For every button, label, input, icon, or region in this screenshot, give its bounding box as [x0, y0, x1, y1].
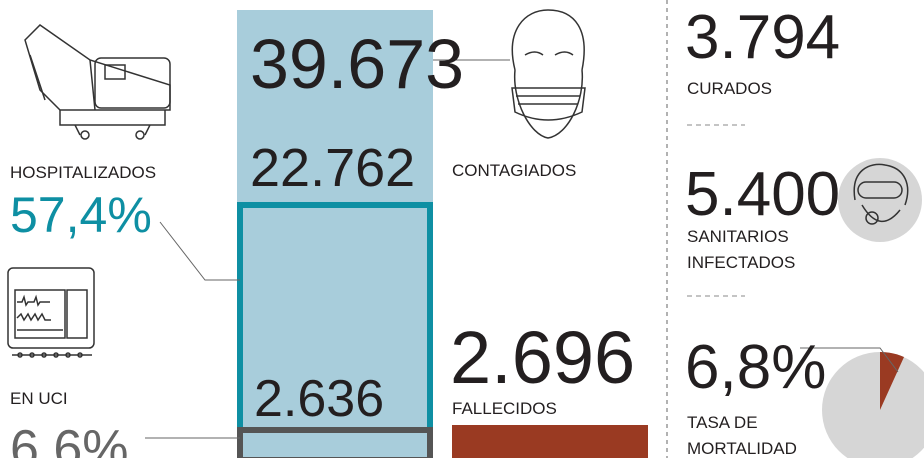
label: MORTALIDAD — [687, 439, 797, 458]
connector — [800, 347, 899, 373]
label: HOSPITALIZADOS — [10, 163, 156, 182]
connector — [159, 221, 240, 281]
label: SANITARIOS — [687, 227, 789, 246]
number: 5.400 — [685, 160, 840, 229]
label: FALLECIDOS — [452, 399, 557, 418]
face-mask-icon — [511, 9, 586, 139]
number: 22.762 — [250, 138, 415, 198]
number: 39.673 — [250, 25, 464, 103]
monitor-icon — [7, 267, 95, 358]
number: 2.636 — [254, 370, 384, 428]
number: 3.794 — [685, 3, 840, 72]
number: 6,8% — [685, 333, 826, 402]
percent: 57,4% — [10, 187, 152, 243]
label: TASA DE — [687, 413, 758, 432]
mortality-wedge — [880, 351, 904, 410]
label: CONTAGIADOS — [452, 161, 576, 180]
infected-block — [237, 10, 433, 458]
percent: 6.6% — [10, 420, 129, 458]
worker-icon-bg — [838, 158, 922, 242]
bed-icon — [24, 24, 171, 140]
label: EN UCI — [10, 389, 68, 408]
label: INFECTADOS — [687, 253, 795, 272]
label: CURADOS — [687, 79, 772, 98]
number: 2.696 — [450, 316, 635, 399]
deaths-block — [452, 425, 648, 458]
mortality-pie — [822, 352, 924, 463]
worker-icon — [853, 163, 909, 225]
